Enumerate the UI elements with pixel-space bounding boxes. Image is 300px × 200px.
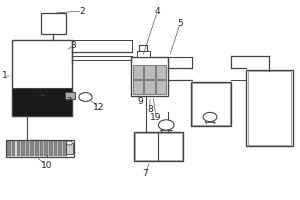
- Bar: [136, 51, 150, 57]
- Bar: [135, 133, 182, 160]
- Bar: [144, 65, 154, 79]
- Text: 14: 14: [32, 88, 43, 98]
- Text: 9: 9: [137, 97, 143, 106]
- Bar: [64, 92, 75, 99]
- Bar: [190, 82, 231, 126]
- Text: 5: 5: [177, 20, 183, 28]
- Text: 4: 4: [155, 6, 160, 16]
- Bar: [21, 141, 25, 156]
- Bar: [12, 40, 72, 116]
- Bar: [40, 141, 44, 156]
- Bar: [40, 13, 66, 34]
- Circle shape: [79, 93, 92, 101]
- Bar: [12, 141, 16, 156]
- Bar: [133, 80, 143, 94]
- Bar: [58, 141, 62, 156]
- Bar: [35, 141, 39, 156]
- Bar: [12, 88, 72, 116]
- Text: 3: 3: [70, 40, 76, 49]
- Bar: [6, 140, 74, 157]
- Circle shape: [158, 120, 174, 130]
- Text: 1: 1: [2, 72, 8, 80]
- Bar: [192, 83, 230, 125]
- Bar: [144, 80, 154, 94]
- Text: 19: 19: [150, 112, 162, 121]
- Bar: [156, 80, 166, 94]
- Bar: [66, 143, 73, 154]
- Circle shape: [203, 112, 217, 122]
- Text: 8: 8: [147, 104, 153, 114]
- Bar: [130, 57, 168, 96]
- Bar: [54, 141, 57, 156]
- Bar: [16, 141, 20, 156]
- Bar: [49, 141, 53, 156]
- Text: 12: 12: [93, 102, 105, 112]
- Text: 13: 13: [62, 97, 73, 106]
- Text: 7: 7: [142, 168, 148, 178]
- Bar: [63, 141, 67, 156]
- Bar: [133, 65, 143, 79]
- Bar: [44, 141, 48, 156]
- Circle shape: [66, 141, 72, 145]
- Text: 2: 2: [80, 6, 85, 16]
- Bar: [248, 71, 291, 145]
- Text: 10: 10: [41, 160, 52, 170]
- Bar: [156, 65, 166, 79]
- Bar: [31, 141, 34, 156]
- Bar: [26, 141, 29, 156]
- Bar: [134, 132, 183, 161]
- Bar: [7, 141, 11, 156]
- Bar: [246, 70, 292, 146]
